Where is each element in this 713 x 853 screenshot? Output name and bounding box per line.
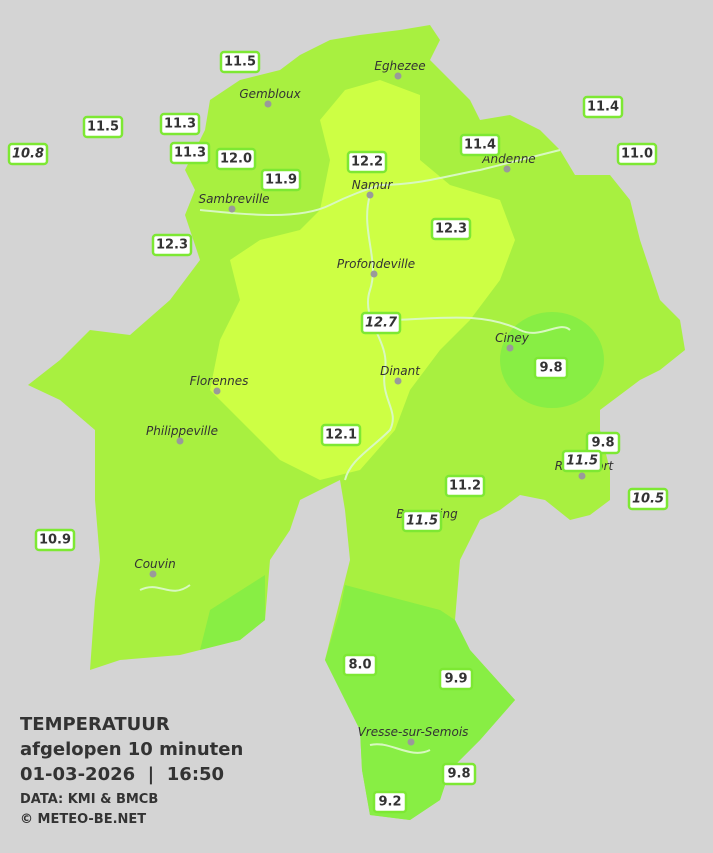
temp-box <box>260 168 302 192</box>
temp-label: 11.5 <box>566 454 598 469</box>
temp-label: 11.5 <box>224 55 256 70</box>
temp-label: 11.0 <box>621 147 653 162</box>
city-dot <box>407 738 415 746</box>
city-name: Couvin <box>134 557 175 571</box>
temp-label: 9.8 <box>591 436 614 451</box>
temp-box <box>459 133 501 157</box>
temp-label: 9.2 <box>378 795 401 810</box>
city-dot <box>506 344 514 352</box>
city-name: Philippeville <box>146 424 218 438</box>
temp-label: 12.1 <box>325 428 357 443</box>
temp-label: 11.5 <box>406 514 438 529</box>
city-dot <box>213 387 221 395</box>
temp-box <box>582 95 624 119</box>
temp-box <box>7 142 49 166</box>
temp-box <box>616 142 658 166</box>
city-dot <box>503 165 511 173</box>
temp-label: 11.4 <box>587 100 619 115</box>
temp-box <box>159 112 201 136</box>
city-dot <box>394 72 402 80</box>
temp-label: 10.8 <box>12 147 44 162</box>
city-name: Gembloux <box>239 87 301 101</box>
city-name: Eghezee <box>374 59 425 73</box>
city-dot <box>394 377 402 385</box>
city-name: Vresse-sur-Semois <box>358 725 469 739</box>
temp-label: 11.5 <box>87 120 119 135</box>
temp-box <box>169 141 211 165</box>
temp-label: 11.3 <box>164 117 196 132</box>
temp-label: 12.3 <box>435 222 467 237</box>
city-name: Florennes <box>190 374 249 388</box>
temp-box <box>360 311 402 335</box>
temp-label: 11.9 <box>265 173 297 188</box>
city-name: Sambreville <box>198 192 269 206</box>
temp-label: 12.7 <box>365 316 398 331</box>
temp-box <box>151 233 193 257</box>
river <box>139 149 571 754</box>
city-dot <box>228 205 236 213</box>
temp-label: 11.2 <box>449 479 481 494</box>
temp-box <box>320 423 362 447</box>
city-dot <box>149 570 157 578</box>
cool-zone <box>325 585 515 820</box>
temp-box <box>215 147 257 171</box>
temp-box <box>219 50 261 74</box>
city-dot <box>366 191 374 199</box>
temp-label: 8.0 <box>348 658 371 673</box>
temp-label: 12.3 <box>156 238 188 253</box>
temp-box <box>346 150 388 174</box>
city-dot <box>578 472 586 480</box>
temp-box <box>34 528 76 552</box>
temp-box <box>401 509 443 533</box>
temp-label: 9.8 <box>447 767 470 782</box>
temp-label: 10.5 <box>632 492 664 507</box>
temp-box <box>372 790 408 814</box>
temp-box <box>430 217 472 241</box>
temp-label: 9.9 <box>444 672 467 687</box>
source: DATA: KMI & BMCB <box>20 792 158 807</box>
city-name: Dinant <box>380 364 421 378</box>
city-dot <box>264 100 272 108</box>
credit: © METEO-BE.NET <box>20 812 146 827</box>
warm-zone <box>210 80 515 480</box>
temp-label: 12.2 <box>351 155 383 170</box>
city-dot <box>176 437 184 445</box>
temp-box <box>533 356 569 380</box>
temp-label: 11.3 <box>174 146 206 161</box>
city-name: Namur <box>352 178 394 192</box>
temp-box <box>82 115 124 139</box>
title: TEMPERATUUR <box>20 714 170 735</box>
datetime: 01-03-2026 | 16:50 <box>20 764 224 785</box>
temp-box <box>342 653 378 677</box>
cool-zone <box>200 575 265 650</box>
temp-label: 9.8 <box>539 361 562 376</box>
temp-box <box>627 487 669 511</box>
temp-label: 10.9 <box>39 533 71 548</box>
subtitle: afgelopen 10 minuten <box>20 739 243 760</box>
temp-box <box>441 762 477 786</box>
city-name: Profondeville <box>337 257 415 271</box>
temp-box <box>561 449 603 473</box>
city-dot <box>370 270 378 278</box>
temp-box <box>585 431 621 455</box>
city-name: Ciney <box>495 331 530 345</box>
temp-label: 11.4 <box>464 138 496 153</box>
temp-box <box>444 474 486 498</box>
temp-label: 12.0 <box>220 152 252 167</box>
temp-box <box>438 667 474 691</box>
